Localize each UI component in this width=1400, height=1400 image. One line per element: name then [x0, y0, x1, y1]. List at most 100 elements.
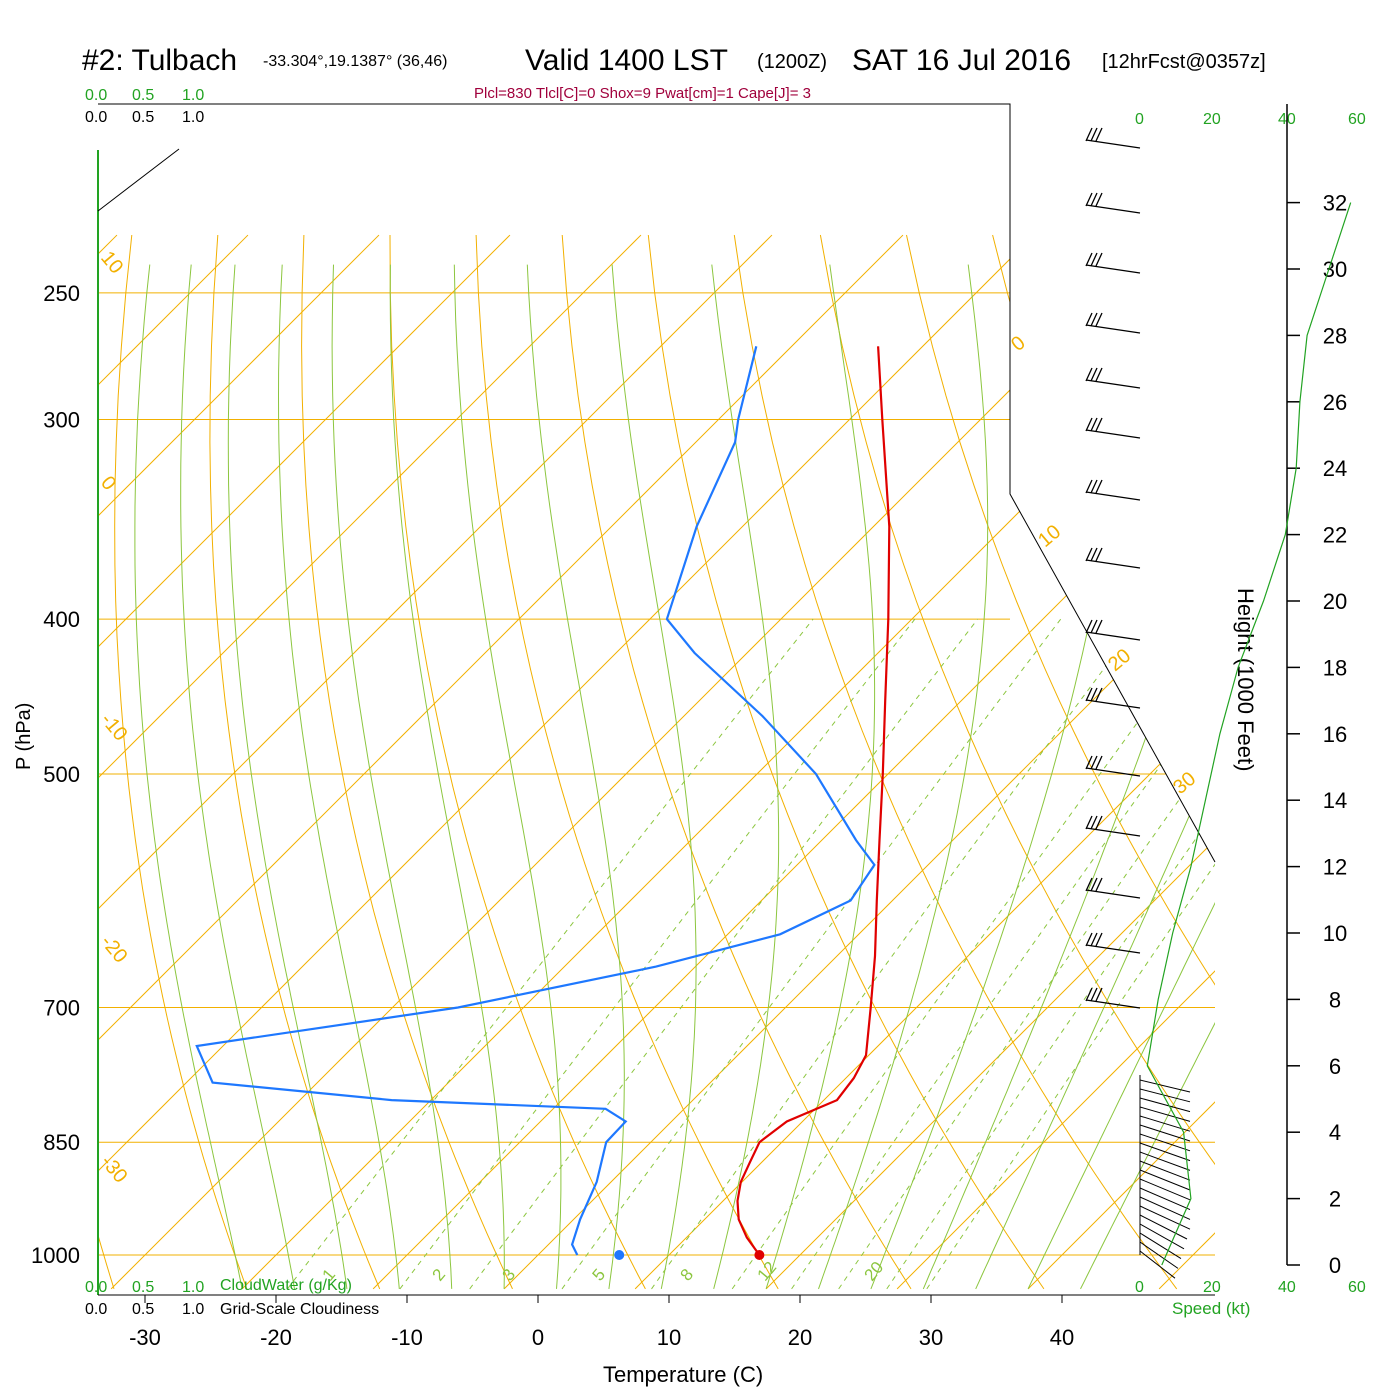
temperature-tick-10: 10 — [657, 1325, 681, 1350]
mixing-ratio-line — [926, 618, 1215, 1290]
wind-barb-flag — [1085, 932, 1093, 947]
moist-adiabat — [526, 264, 625, 1289]
wind-barb-flag — [1095, 755, 1103, 770]
pressure-tick-500: 500 — [43, 762, 80, 787]
height-tick-32: 32 — [1323, 191, 1347, 216]
mixing-ratio-line — [469, 618, 979, 1290]
moist-adiabat — [389, 264, 505, 1289]
top-green-scale-0: 0.0 — [85, 87, 107, 104]
wind-barb-low — [1139, 1151, 1191, 1171]
dry-adiabat-label--20: -20 — [96, 931, 131, 967]
pressure-axis-title: P (hPa) — [13, 703, 35, 770]
wind-barb-flag — [1095, 687, 1103, 702]
dewpoint-profile — [195, 346, 876, 1256]
isobar-lines — [98, 292, 1215, 1256]
pressure-tick-400: 400 — [43, 607, 80, 632]
wind-barb-flag — [1095, 252, 1103, 267]
pressure-tick-700: 700 — [43, 995, 80, 1020]
wind-barb-flag — [1085, 877, 1093, 892]
isotherm — [503, 234, 1215, 1290]
valid-date: SAT 16 Jul 2016 — [852, 44, 1071, 77]
wind-barb-low — [1139, 1178, 1191, 1201]
wind-barb-staff — [1085, 559, 1141, 569]
mixing-ratio-line — [399, 618, 916, 1290]
wind-barb-flag — [1085, 127, 1093, 142]
bottom-black-scale-2: 1.0 — [182, 1301, 204, 1318]
speed-top-0: 0 — [1135, 111, 1144, 128]
wind-barb-flag — [1090, 987, 1098, 1002]
height-tick-0: 0 — [1329, 1253, 1341, 1278]
wind-barb-flag — [1090, 815, 1098, 830]
wind-barb-low — [1139, 1169, 1191, 1191]
wind-barb-low — [1139, 1160, 1191, 1181]
temperature-tick--20: -20 — [260, 1325, 292, 1350]
valid-time: Valid 1400 LST — [525, 44, 728, 77]
wind-barb-flag — [1085, 192, 1093, 207]
wind-barb-low — [1139, 1187, 1191, 1211]
isotherm — [110, 234, 1166, 1290]
wind-barb-low — [1139, 1196, 1191, 1220]
isotherm — [896, 234, 1215, 1290]
params-line: Plcl=830 Tlcl[C]=0 Shox=9 Pwat[cm]=1 Cap… — [474, 85, 811, 102]
forecast-info: [12hrFcst@0357z] — [1102, 51, 1266, 73]
moist-adiabat — [922, 264, 1215, 1290]
dry-adiabat — [389, 234, 646, 1290]
top-green-scale-1: 0.5 — [132, 87, 154, 104]
top-black-scale-0: 0.0 — [85, 109, 107, 126]
pressure-tick-250: 250 — [43, 281, 80, 306]
isotherm — [1158, 234, 1215, 1290]
wind-barb-staff — [1085, 889, 1141, 899]
station-name: #2: Tulbach — [82, 44, 237, 77]
zulu-time: (1200Z) — [757, 51, 827, 73]
wind-barb-flag — [1095, 877, 1103, 892]
moist-adiabat — [975, 264, 1215, 1290]
dry-adiabat-label--30: -30 — [96, 1151, 131, 1187]
dry-adiabat-label-0: 0 — [96, 472, 120, 495]
isotherm — [98, 234, 773, 1290]
wind-barb-low — [1139, 1205, 1191, 1230]
height-tick-30: 30 — [1323, 257, 1347, 282]
isotherm — [98, 234, 904, 1290]
wind-barb-flag — [1085, 755, 1093, 770]
wind-barb-flag — [1090, 755, 1098, 770]
wind-barb-flag — [1085, 547, 1093, 562]
top-black-scale-1: 0.5 — [132, 109, 154, 126]
speed-bottom-40: 40 — [1278, 1279, 1296, 1296]
wind-barb-flag — [1085, 687, 1093, 702]
moist-adiabat — [765, 264, 876, 1290]
wind-barb-flag — [1090, 417, 1098, 432]
wind-barb-staff — [1085, 204, 1141, 214]
moist-adiabat — [277, 264, 400, 1289]
height-tick-28: 28 — [1323, 323, 1347, 348]
pressure-tick-300: 300 — [43, 407, 80, 432]
wind-barb-flag — [1085, 417, 1093, 432]
wind-barb-flag — [1085, 619, 1093, 634]
bottom-green-scale-1: 0.5 — [132, 1279, 154, 1296]
wind-barb-low — [1139, 1079, 1191, 1093]
wind-barb-flag — [1095, 479, 1103, 494]
wind-barb-flag — [1095, 312, 1103, 327]
temperature-tick-labels: -30 -20 -10 0 10 20 30 40 — [129, 1295, 1074, 1350]
wind-barb-staff — [1085, 429, 1141, 439]
moist-adiabat — [1080, 264, 1215, 1290]
wind-barb-flag — [1095, 127, 1103, 142]
temperature-tick--10: -10 — [391, 1325, 423, 1350]
wind-barb-staff — [1085, 827, 1141, 837]
dry-adiabat-label--10: -10 — [96, 709, 131, 745]
wind-barb-flag — [1085, 252, 1093, 267]
height-tick-4: 4 — [1329, 1120, 1341, 1145]
bottom-black-scale-1: 0.5 — [132, 1301, 154, 1318]
temperature-profile — [736, 346, 891, 1256]
moist-adiabat — [180, 264, 295, 1289]
wind-barb-staff — [1085, 767, 1141, 777]
wind-barbs — [1085, 127, 1191, 1279]
wind-barb-flag — [1090, 877, 1098, 892]
top-green-scale-2: 1.0 — [182, 87, 204, 104]
wind-barb-low — [1139, 1250, 1176, 1279]
wind-barb-staff — [1085, 491, 1141, 501]
height-tick-20: 20 — [1323, 589, 1347, 614]
wind-barb-flag — [1090, 932, 1098, 947]
wind-barb-staff — [1085, 324, 1141, 334]
cloudwater-label: CloudWater (g/Kg) — [220, 1277, 352, 1294]
dry-adiabat — [819, 234, 1215, 1290]
